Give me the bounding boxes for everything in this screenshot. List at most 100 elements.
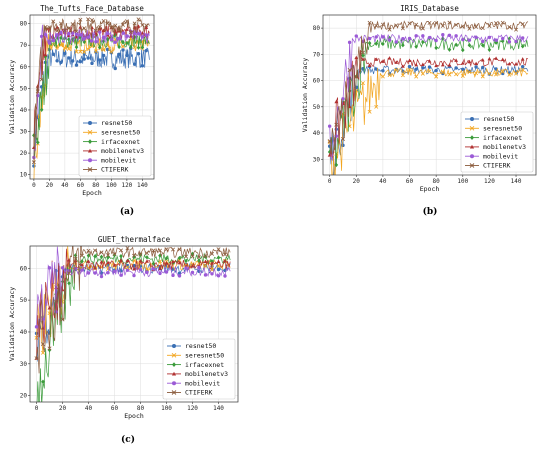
data-point bbox=[124, 19, 129, 24]
data-point bbox=[460, 47, 465, 53]
data-point bbox=[354, 85, 358, 90]
data-point bbox=[467, 59, 472, 64]
data-point bbox=[32, 164, 36, 168]
legend-label: seresnet50 bbox=[185, 352, 224, 360]
plot-frame bbox=[29, 14, 155, 180]
legend-marker bbox=[171, 390, 177, 395]
data-point bbox=[60, 279, 65, 284]
data-point bbox=[354, 34, 358, 38]
data-point bbox=[97, 25, 102, 30]
data-point bbox=[54, 282, 58, 287]
data-point bbox=[140, 23, 145, 28]
series-mobilevit bbox=[34, 246, 231, 330]
data-point bbox=[177, 247, 182, 252]
data-point bbox=[82, 57, 86, 61]
data-point bbox=[487, 47, 492, 52]
data-point bbox=[171, 259, 175, 264]
data-point bbox=[367, 20, 372, 25]
data-point bbox=[367, 40, 372, 46]
data-point bbox=[507, 40, 512, 44]
legend-marker bbox=[470, 135, 474, 140]
data-point bbox=[334, 122, 339, 127]
data-point bbox=[80, 268, 84, 272]
legend-marker bbox=[88, 121, 92, 125]
y-tick-label: 60 bbox=[20, 265, 28, 272]
x-tick-label: 120 bbox=[187, 405, 198, 412]
data-point bbox=[41, 317, 45, 321]
data-point bbox=[454, 34, 458, 38]
data-point bbox=[35, 89, 40, 94]
data-point bbox=[334, 151, 339, 156]
x-axis-label: Epoch bbox=[82, 189, 102, 197]
data-point bbox=[387, 56, 392, 60]
data-point bbox=[210, 251, 214, 256]
data-point bbox=[177, 274, 182, 278]
x-tick-label: 40 bbox=[61, 182, 69, 189]
data-point bbox=[145, 267, 149, 272]
data-point bbox=[427, 35, 432, 40]
data-point bbox=[427, 69, 432, 74]
data-point bbox=[51, 19, 56, 24]
data-point bbox=[109, 25, 114, 30]
legend-marker bbox=[88, 139, 92, 144]
data-point bbox=[327, 124, 332, 128]
data-point bbox=[34, 325, 39, 329]
data-point bbox=[487, 56, 492, 61]
data-point bbox=[67, 271, 71, 276]
legend-label: resnet50 bbox=[483, 115, 514, 123]
data-point bbox=[101, 47, 106, 52]
data-point bbox=[54, 299, 58, 304]
data-point bbox=[106, 253, 110, 258]
data-point bbox=[119, 248, 123, 253]
legend-box bbox=[162, 338, 236, 400]
x-tick-label: 40 bbox=[379, 178, 387, 185]
data-point bbox=[434, 63, 439, 68]
plot-frame bbox=[322, 14, 537, 176]
data-point bbox=[59, 60, 63, 65]
data-point bbox=[101, 18, 106, 23]
data-point bbox=[86, 259, 91, 263]
x-tick-label: 60 bbox=[77, 182, 85, 189]
data-point bbox=[41, 379, 45, 384]
data-point bbox=[387, 27, 392, 32]
data-point bbox=[447, 20, 452, 25]
data-point bbox=[481, 39, 485, 44]
data-point bbox=[94, 40, 98, 44]
data-point bbox=[158, 248, 162, 253]
data-point bbox=[93, 265, 97, 270]
data-point bbox=[177, 255, 182, 261]
data-point bbox=[216, 274, 221, 278]
data-point bbox=[480, 42, 485, 48]
data-point bbox=[140, 35, 145, 39]
data-point bbox=[507, 25, 512, 29]
data-point bbox=[86, 47, 91, 52]
data-point bbox=[145, 270, 149, 275]
data-point bbox=[367, 36, 372, 41]
data-point bbox=[34, 335, 39, 340]
data-point bbox=[327, 149, 332, 155]
data-point bbox=[407, 58, 412, 63]
data-point bbox=[158, 271, 162, 276]
data-point bbox=[101, 53, 106, 58]
data-point bbox=[500, 20, 505, 25]
data-point bbox=[43, 25, 48, 29]
data-point bbox=[434, 20, 439, 25]
data-point bbox=[90, 61, 94, 66]
x-tick-label: 20 bbox=[59, 405, 67, 412]
data-point bbox=[151, 248, 156, 253]
y-tick-label: 10 bbox=[20, 172, 28, 179]
data-point bbox=[105, 47, 110, 52]
data-point bbox=[67, 56, 71, 60]
data-point bbox=[109, 50, 114, 55]
data-point bbox=[117, 44, 121, 50]
data-point bbox=[177, 260, 182, 265]
data-point bbox=[113, 66, 117, 71]
data-point bbox=[59, 21, 63, 26]
data-point bbox=[51, 38, 55, 43]
data-point bbox=[421, 34, 425, 38]
series-CTIFERK bbox=[327, 20, 529, 155]
data-point bbox=[203, 259, 208, 264]
legend-label: irfacexnet bbox=[101, 138, 140, 146]
legend-marker bbox=[171, 371, 177, 376]
data-point bbox=[125, 40, 129, 46]
